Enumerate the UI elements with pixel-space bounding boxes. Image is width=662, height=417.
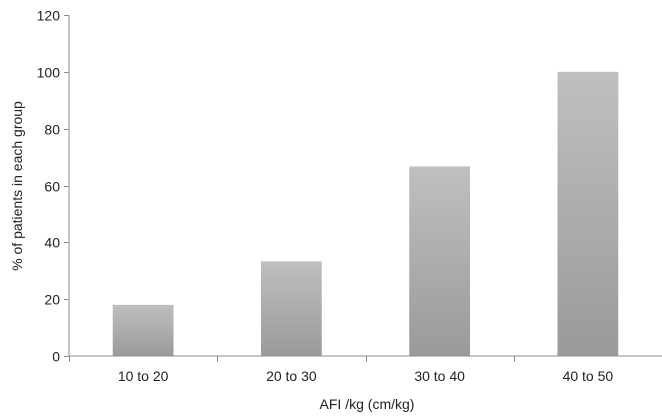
bar-10-to-20 [112, 304, 174, 356]
axes-group [68, 15, 662, 357]
x-tick-label: 20 to 30 [266, 368, 317, 384]
x-axis-ticks [69, 356, 515, 362]
x-axis-title: AFI /kg (cm/kg) [320, 396, 415, 412]
x-tick-label: 10 to 20 [118, 368, 169, 384]
tick-labels-group: 0 20 40 60 80 100 120 10 to 20 20 to 30 30 to 40 4… [37, 8, 614, 385]
bars-group [112, 71, 619, 356]
x-tick-label: 40 to 50 [563, 368, 614, 384]
y-axis-title: % of patients in each group [9, 101, 25, 271]
bar-40-to-50 [557, 71, 619, 356]
bar-30-to-40 [409, 166, 471, 356]
y-axis-ticks [64, 15, 69, 357]
y-tick-label: 80 [44, 122, 60, 138]
y-tick-label: 60 [44, 179, 60, 195]
y-tick-label: 0 [52, 349, 60, 365]
y-tick-label: 120 [37, 8, 61, 24]
x-tick-label: 30 to 40 [414, 368, 465, 384]
bar-20-to-30 [260, 261, 322, 356]
y-tick-label: 100 [37, 65, 61, 81]
y-tick-label: 20 [44, 292, 60, 308]
y-tick-label: 40 [44, 235, 60, 251]
